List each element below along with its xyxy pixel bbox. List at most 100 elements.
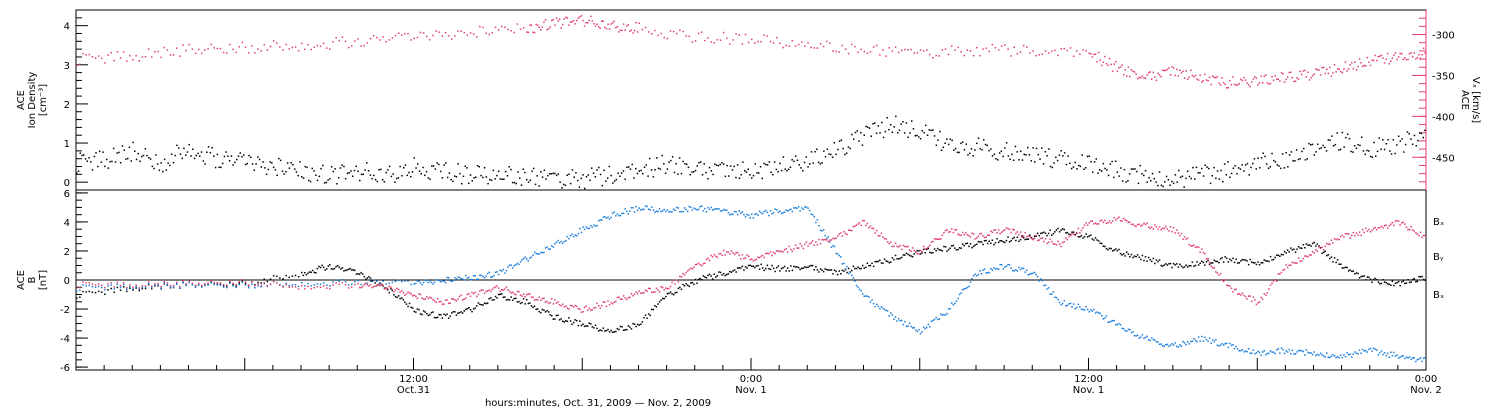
b-bz-point	[407, 291, 409, 293]
b-by-point	[929, 326, 931, 328]
b-bz-point	[1405, 226, 1408, 228]
b-bx-point	[732, 270, 734, 272]
density-point	[1023, 153, 1025, 156]
b-bz-point	[902, 244, 905, 247]
b-by-point	[871, 299, 873, 301]
velocity-point	[510, 30, 512, 32]
b-by-point	[632, 207, 634, 209]
b-bx-point	[1019, 238, 1022, 241]
density-point	[248, 154, 250, 157]
b-bz-point	[655, 287, 658, 290]
density-point	[371, 177, 373, 180]
b-bz-point	[521, 295, 523, 297]
b-bx-point	[571, 323, 573, 326]
density-point	[1118, 175, 1120, 177]
b-by-point	[138, 288, 140, 290]
density-point	[209, 151, 212, 154]
b-bz-point	[404, 294, 406, 296]
b-bz-point	[1147, 226, 1150, 228]
b-by-point	[1027, 274, 1030, 276]
density-point	[858, 140, 860, 142]
b-bx-point	[763, 269, 765, 272]
b-bx-point	[1263, 259, 1265, 261]
b-by-point	[1171, 343, 1173, 345]
b-bx-point	[1304, 247, 1306, 249]
b-bz-point	[194, 284, 197, 287]
velocity-point	[1197, 79, 1200, 81]
b-bz-point	[1088, 222, 1090, 224]
b-bx-point	[333, 267, 336, 270]
b-bx-point	[846, 271, 848, 274]
b-by-point	[801, 207, 803, 209]
b-bz-point	[1341, 234, 1344, 236]
b-bz-point	[291, 286, 294, 288]
b-by-point	[1301, 349, 1303, 352]
b-bz-point	[1010, 231, 1012, 234]
b-bx-point	[135, 287, 137, 289]
velocity-point	[716, 39, 719, 41]
density-point	[742, 161, 744, 163]
velocity-point	[188, 43, 190, 46]
b-bz-point	[741, 254, 744, 256]
b-bz-point	[263, 281, 265, 284]
b-bz-point	[254, 285, 256, 287]
velocity-point	[611, 22, 614, 24]
b-by-point	[1279, 352, 1281, 354]
density-point	[1329, 139, 1331, 141]
b-by-point	[1363, 350, 1365, 352]
b-bz-point	[546, 300, 548, 303]
b-bx-point	[879, 259, 881, 261]
velocity-point	[763, 34, 765, 36]
velocity-point	[1363, 64, 1365, 67]
b-by-point	[247, 287, 250, 289]
b-by-point	[510, 264, 512, 266]
b-bx-point	[1371, 281, 1373, 283]
velocity-point	[1026, 46, 1028, 48]
b-by-point	[415, 282, 417, 285]
density-point	[211, 147, 213, 149]
velocity-point	[1233, 83, 1236, 86]
density-point	[633, 177, 635, 179]
b-bx-point	[1099, 242, 1101, 244]
density-point	[1362, 150, 1365, 152]
b-by-point	[1032, 272, 1034, 274]
b-bx-point	[608, 331, 611, 333]
velocity-point	[1105, 63, 1108, 65]
b-by-point	[861, 293, 864, 295]
b-bz-point	[1365, 227, 1367, 230]
b-bx-point	[808, 265, 811, 267]
b-by-point	[1418, 358, 1420, 360]
velocity-point	[901, 49, 903, 52]
b-bx-point	[521, 301, 523, 304]
density-point	[225, 151, 227, 153]
density-point	[946, 138, 948, 140]
velocity-point	[297, 49, 300, 52]
b-bx-point	[430, 311, 433, 314]
b-bx-point	[1244, 259, 1247, 261]
density-point	[499, 178, 502, 180]
b-bz-point	[1151, 226, 1153, 228]
b-bz-point	[310, 288, 312, 290]
density-point	[325, 181, 328, 184]
velocity-point	[1374, 54, 1376, 57]
density-point	[1148, 177, 1150, 179]
b-bx-point	[324, 269, 326, 271]
density-point	[933, 135, 936, 137]
b-bz-point	[476, 295, 478, 298]
b-by-point	[1105, 315, 1108, 317]
density-point	[824, 156, 827, 158]
b-bx-point	[821, 269, 823, 271]
velocity-point	[507, 28, 509, 31]
density-point	[236, 158, 238, 161]
density-point	[439, 170, 442, 173]
b-bx-point	[419, 313, 422, 315]
b-by-point	[179, 287, 181, 289]
velocity-point	[1097, 51, 1100, 54]
b-by-point	[574, 234, 576, 236]
b-bx-point	[1136, 254, 1139, 256]
velocity-point	[144, 56, 147, 58]
b-by-point	[463, 279, 465, 281]
b-bz-point	[851, 229, 853, 232]
b-bx-point	[257, 281, 259, 284]
b-by-point	[452, 279, 455, 282]
